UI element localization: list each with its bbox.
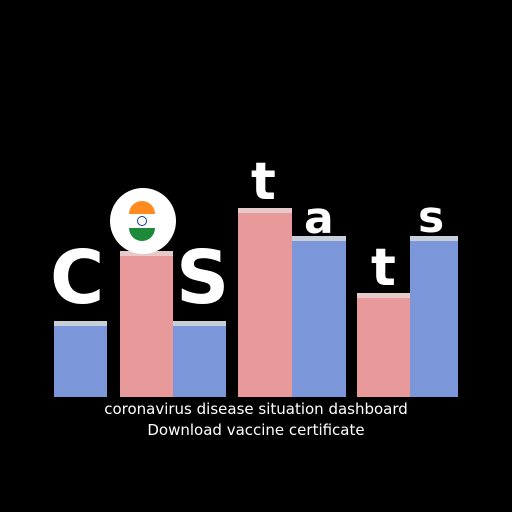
bar-1 [54, 321, 107, 397]
subtitle: Download vaccine certificate [147, 421, 365, 439]
bar-2 [120, 251, 173, 397]
tagline: coronavirus disease situation dashboard [104, 400, 408, 418]
logo-letter-s: S [176, 235, 230, 321]
bar-4 [238, 208, 292, 397]
logo-letter-a: a [304, 193, 334, 244]
logo-letter-c: C [50, 235, 105, 321]
bar-5 [292, 236, 346, 397]
logo-letter-s2: s [418, 192, 445, 243]
bar-6 [357, 293, 410, 397]
logo-letter-t1: t [251, 152, 276, 212]
bar-7 [410, 236, 458, 397]
logo-letter-t2: t [371, 238, 396, 298]
india-flag-icon [129, 201, 155, 241]
bar-3 [173, 321, 226, 397]
